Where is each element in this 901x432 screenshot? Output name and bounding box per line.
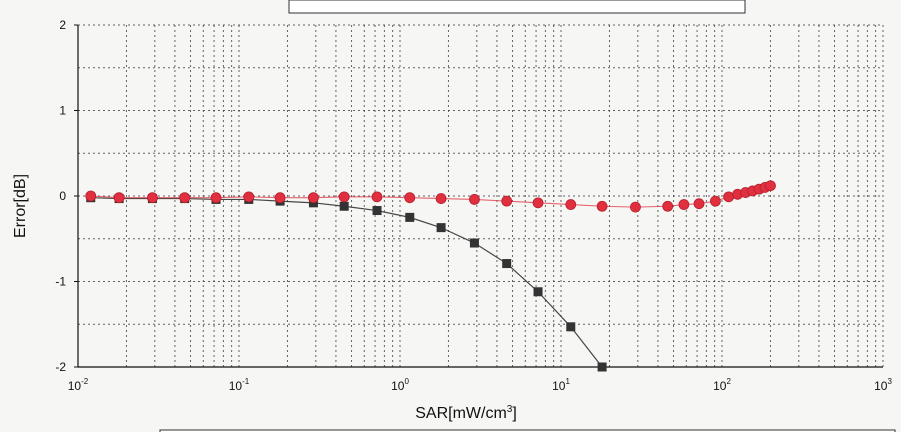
circle-marker [435,193,447,204]
circle-marker [113,192,125,204]
y-tick-label: -2 [55,360,66,374]
circle-marker [501,195,513,207]
circle-marker [371,191,383,203]
square-marker [566,322,576,332]
circle-marker [596,200,608,212]
circle-marker [404,192,416,204]
circle-marker [308,192,319,204]
y-tick-label: 2 [59,18,66,32]
x-tick-label: 102 [713,377,731,393]
circle-marker [274,192,286,204]
x-tick-label: 100 [391,377,409,393]
top-legend-box [288,0,746,14]
circle-marker [85,190,97,202]
y-tick-label: 0 [59,189,66,203]
x-tick-label: 103 [874,377,892,393]
square-marker [339,201,349,211]
square-marker [405,212,415,222]
circle-marker [147,192,158,204]
square-marker [436,223,446,233]
series-squares [86,193,607,372]
series-circles [85,180,776,213]
circle-marker [693,198,705,210]
x-axis-label: SAR[mW/cm3] [415,404,517,422]
bottom-legend-box [159,429,896,432]
circle-marker [710,195,721,207]
circle-marker [678,199,690,210]
data-series [85,180,776,372]
circle-marker [243,191,255,203]
circle-marker [210,192,222,204]
x-tick-label: 10-1 [229,377,250,393]
square-marker [372,206,382,216]
square-marker [502,259,512,269]
y-tick-label: 1 [59,104,66,118]
grid [77,24,884,368]
x-tick-label: 101 [552,377,570,393]
square-marker [597,362,607,372]
circle-marker [630,201,641,213]
y-axis-label: Error[dB] [12,174,29,238]
circle-marker [469,194,480,205]
circle-marker [179,192,191,204]
circle-marker [662,200,674,212]
circle-marker [723,191,735,203]
square-marker [533,287,543,297]
circle-marker [565,199,577,210]
square-marker [469,238,479,248]
circle-marker [765,180,776,192]
y-tick-label: -1 [55,275,66,289]
x-tick-label: 10-2 [68,377,89,393]
circle-marker [338,191,350,203]
circle-marker [532,197,544,209]
